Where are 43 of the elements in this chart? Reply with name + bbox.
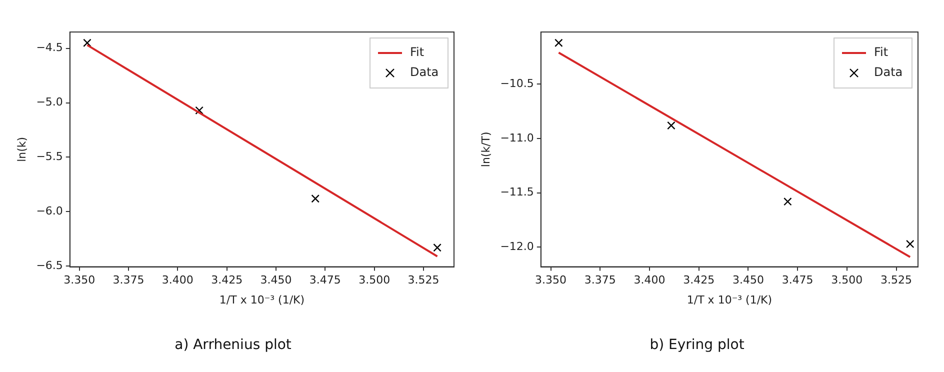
- y-tick-label: −12.0: [500, 240, 534, 254]
- y-tick-label: −11.5: [500, 186, 534, 199]
- x-tick-label: 3.350: [64, 273, 96, 286]
- point: [784, 197, 792, 206]
- text: a) Arrhenius plot: [174, 337, 292, 354]
- x-axis-title: 1/T x 10⁻³ (1/K): [686, 293, 772, 306]
- y-tick-label: −10.5: [500, 77, 534, 90]
- legend-label: Data: [874, 65, 903, 80]
- point: [906, 240, 914, 248]
- x-tick-label: 3.425: [683, 273, 715, 286]
- y-tick-label: −11.0: [500, 131, 534, 144]
- x-tick-label: 3.475: [782, 273, 814, 286]
- legend-label: Fit: [410, 45, 424, 60]
- x-tick-label: 3.400: [634, 273, 666, 286]
- x-tick-label: 3.450: [260, 273, 292, 286]
- y-tick-label: −6.5: [36, 259, 63, 272]
- x-tick-label: 3.475: [309, 273, 341, 286]
- x-tick-label: 3.375: [112, 273, 144, 286]
- x-tick-label: 3.375: [584, 273, 616, 286]
- x-tick-label: 3.400: [162, 273, 194, 286]
- text: b) Eyring plot: [650, 337, 745, 354]
- point: [554, 38, 563, 48]
- x-tick-label: 3.500: [358, 273, 390, 286]
- x-tick-label: 3.350: [535, 273, 567, 286]
- y-tick-label: −5.0: [36, 96, 63, 109]
- y-axis-title: ln(k): [15, 136, 28, 162]
- point: [195, 106, 204, 115]
- y-tick-label: −5.5: [36, 150, 63, 164]
- legend-label: Data: [410, 65, 439, 80]
- y-tick-label: −4.5: [36, 41, 63, 54]
- point: [433, 243, 442, 252]
- x-tick-label: 3.525: [880, 273, 912, 286]
- point: [667, 121, 676, 130]
- x-tick-label: 3.525: [408, 273, 440, 286]
- point: [83, 38, 92, 48]
- x-tick-label: 3.500: [831, 273, 863, 286]
- y-axis-title: ln(k/T): [479, 132, 492, 168]
- point: [311, 194, 320, 203]
- x-tick-label: 3.450: [732, 273, 764, 286]
- y-tick-label: −6.0: [36, 204, 63, 218]
- x-tick-label: 3.425: [211, 273, 243, 286]
- x-axis-title: 1/T x 10⁻³ (1/K): [219, 293, 305, 306]
- legend-label: Fit: [874, 45, 888, 60]
